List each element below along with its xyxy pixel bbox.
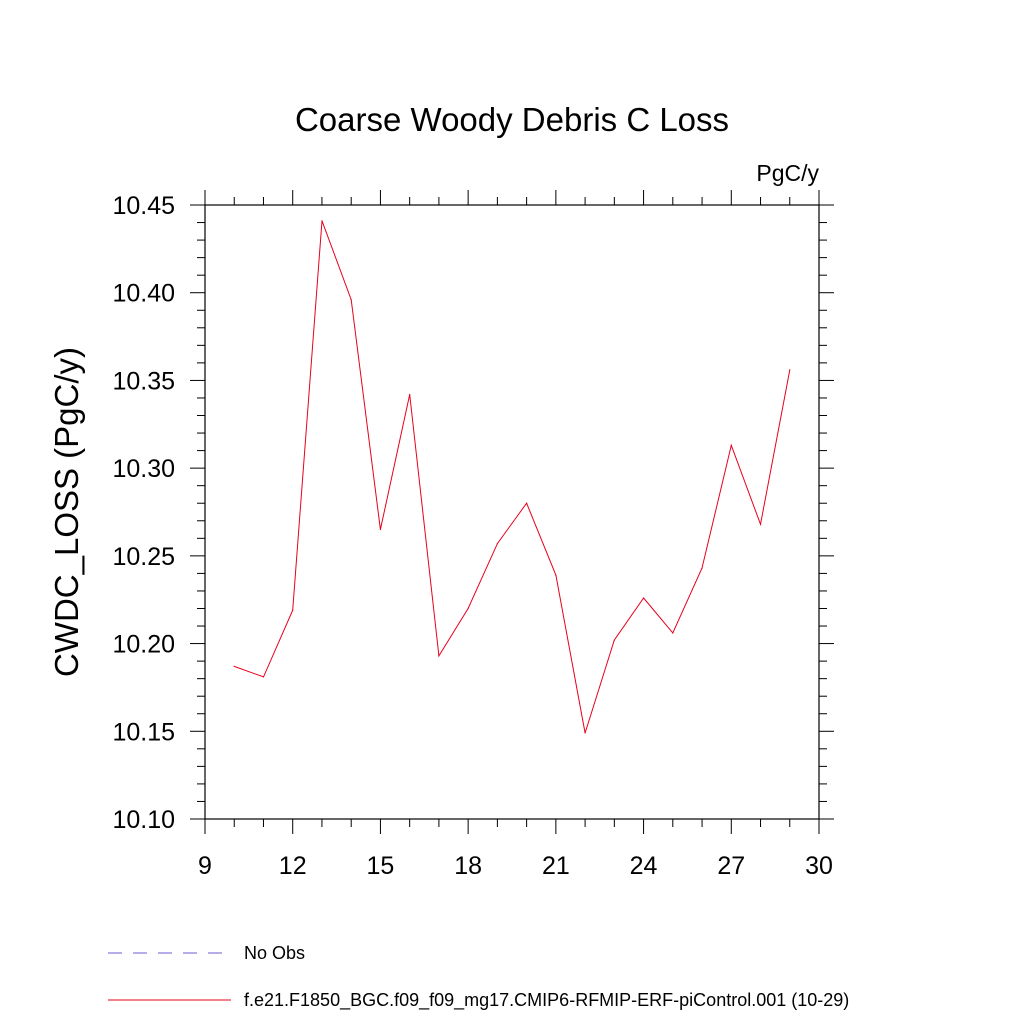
data-point (789, 369, 791, 371)
data-point (642, 597, 645, 599)
x-tick-label: 24 (630, 852, 658, 880)
plot-frame (204, 204, 820, 820)
y-tick-label: 10.35 (112, 367, 175, 395)
data-point (613, 639, 615, 641)
y-tick-labels: 10.10 10.15 10.20 10.25 10.30 10.35 10.40 10.45 (112, 192, 175, 834)
data-point (672, 632, 674, 634)
y-tick-label: 10.20 (112, 631, 175, 659)
x-tick-label: 9 (198, 852, 212, 880)
x-tick-label: 27 (717, 852, 745, 880)
legend: No Obs f.e21.F1850_BGC.f09_f09_mg17.CMIP… (108, 943, 849, 1011)
x-tick-labels: 9 12 15 18 21 24 27 30 (198, 852, 833, 880)
data-point (701, 567, 703, 569)
data-point (379, 528, 382, 531)
legend-label-no-obs: No Obs (244, 943, 305, 963)
data-point (555, 574, 557, 576)
y-tick-label: 10.40 (112, 280, 175, 308)
data-point (584, 732, 586, 734)
chart-title: Coarse Woody Debris C Loss (295, 101, 729, 138)
data-point (350, 299, 352, 301)
data-point (321, 220, 323, 222)
x-tick-label: 30 (805, 852, 833, 880)
legend-label-run: f.e21.F1850_BGC.f09_f09_mg17.CMIP6-RFMIP… (244, 990, 849, 1011)
data-point (233, 665, 235, 667)
y-tick-label: 10.30 (112, 455, 175, 483)
data-point (438, 655, 440, 657)
y-axis-label: CWDC_LOSS (PgC/y) (48, 347, 85, 677)
data-point (409, 393, 411, 396)
data-point (292, 609, 294, 611)
data-point (730, 444, 732, 446)
x-tick-label: 18 (454, 852, 482, 880)
y-tick-label: 10.10 (112, 806, 175, 834)
data-point (467, 607, 469, 610)
x-tick-label: 12 (279, 852, 307, 880)
y-tick-label: 10.15 (112, 718, 175, 746)
units-label: PgC/y (756, 160, 819, 186)
y-tick-label: 10.25 (112, 543, 175, 571)
series-group (233, 220, 791, 734)
data-point (526, 502, 528, 504)
axis-ticks (190, 190, 834, 834)
data-point (496, 542, 498, 545)
data-point (759, 523, 762, 525)
x-tick-label: 21 (542, 852, 570, 880)
series-line-0 (234, 220, 791, 734)
x-tick-label: 15 (367, 852, 395, 880)
y-tick-label: 10.45 (112, 192, 175, 220)
data-point (262, 676, 265, 678)
